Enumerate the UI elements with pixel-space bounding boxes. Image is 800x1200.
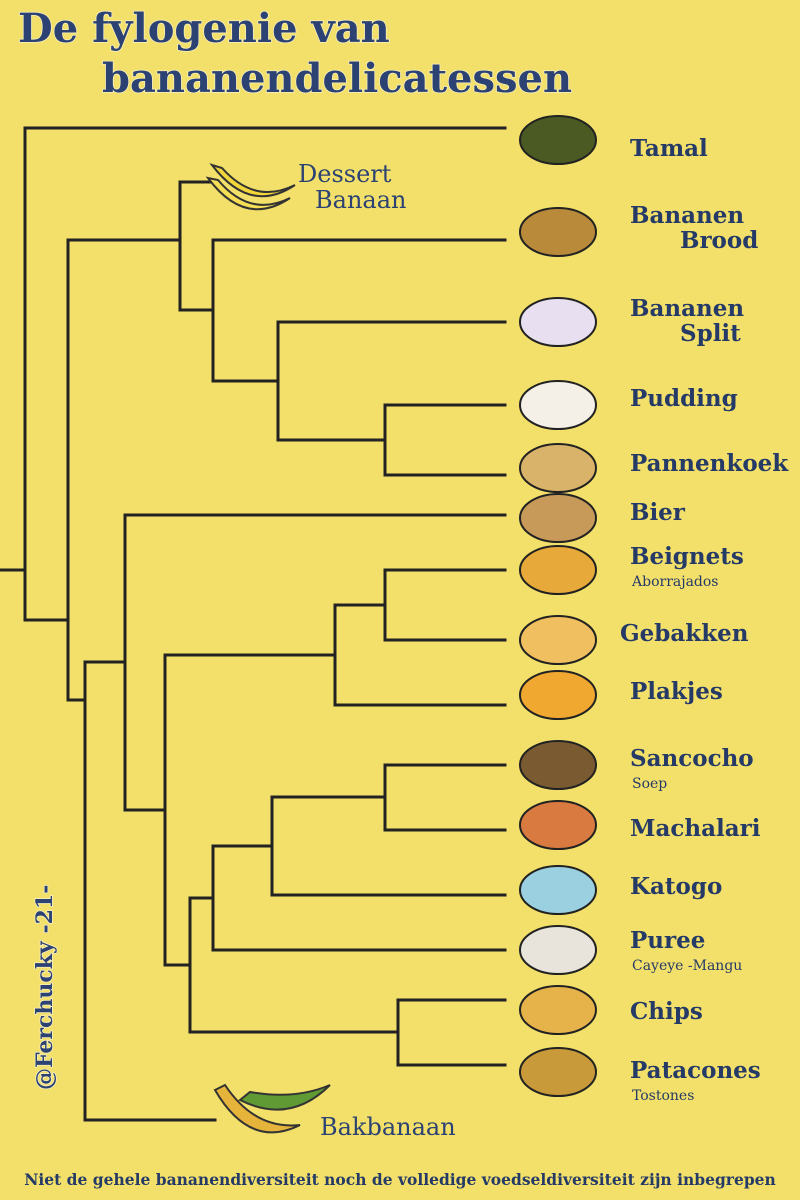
leaf-label: Bier <box>630 499 686 526</box>
food-icon <box>519 615 597 665</box>
leaf-label: Pannenkoek <box>630 450 789 477</box>
title-line: bananendelicatessen <box>102 55 572 102</box>
leaf-label: Sancocho <box>630 745 754 772</box>
food-icon <box>519 443 597 493</box>
food-icon <box>519 115 597 165</box>
leaf-label: Bananen <box>630 295 744 322</box>
leaf-label: Brood <box>680 227 758 254</box>
leaf-sublabel: Aborrajados <box>631 574 719 590</box>
leaf-sublabel: Soep <box>632 776 667 792</box>
food-icon <box>519 297 597 347</box>
group-label: Banaan <box>315 186 406 214</box>
leaf-sublabel: Tostones <box>632 1088 694 1104</box>
food-icon <box>519 925 597 975</box>
food-icon <box>519 1047 597 1097</box>
food-icons <box>519 115 597 1097</box>
food-icon <box>519 670 597 720</box>
food-icon <box>519 740 597 790</box>
leaf-label: Tamal <box>630 135 708 162</box>
leaf-sublabel: Cayeye -Mangu <box>632 958 742 974</box>
plantain-icon <box>213 1083 331 1134</box>
leaf-label: Patacones <box>630 1057 761 1084</box>
food-icon <box>519 985 597 1035</box>
leaves: TamalBananenBroodBananenSplitPuddingPann… <box>620 135 789 1104</box>
signature: @Ferchucky -21- <box>32 885 58 1090</box>
leaf-label: Bananen <box>630 202 744 229</box>
leaf-label: Beignets <box>630 543 744 570</box>
leaf-label: Chips <box>630 998 703 1025</box>
leaf-label: Plakjes <box>630 678 723 705</box>
footer: Niet de gehele bananendiversiteit noch d… <box>24 1170 776 1189</box>
title-line: De fylogenie van <box>18 5 390 52</box>
leaf-label: Gebakken <box>620 620 749 647</box>
food-icon <box>519 545 597 595</box>
leaf-label: Puree <box>630 927 705 954</box>
leaf-label: Katogo <box>630 873 722 900</box>
group-label: Bakbanaan <box>320 1113 456 1141</box>
group-label: Dessert <box>298 160 392 188</box>
food-icon <box>519 380 597 430</box>
leaf-label: Pudding <box>630 385 738 412</box>
food-icon <box>519 493 597 543</box>
leaf-label: Machalari <box>630 815 761 842</box>
leaf-label: Split <box>680 320 741 347</box>
food-icon <box>519 207 597 257</box>
dessert-banana-icon <box>205 163 296 211</box>
food-icon <box>519 865 597 915</box>
tree <box>0 126 507 1122</box>
food-icon <box>519 800 597 850</box>
